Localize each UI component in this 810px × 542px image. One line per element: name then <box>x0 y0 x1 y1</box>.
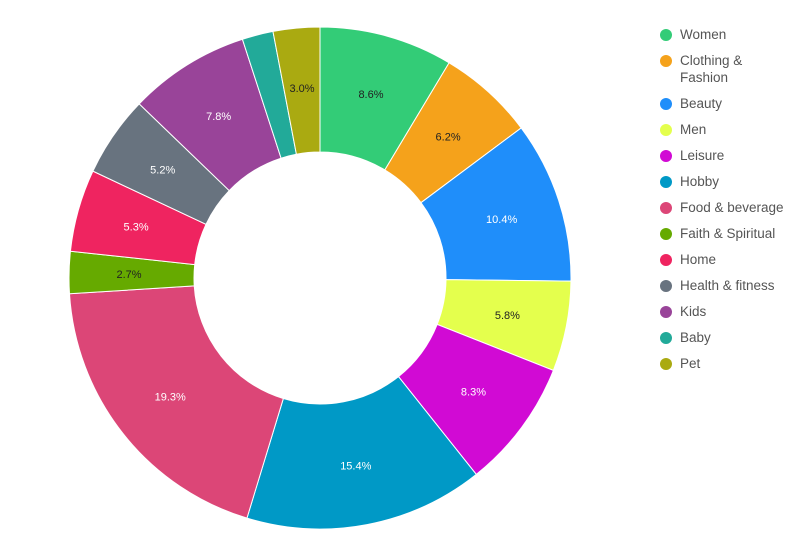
legend-swatch <box>660 332 672 344</box>
slice-data-label: 3.0% <box>289 83 314 95</box>
legend-label: Kids <box>680 304 707 319</box>
donut-chart: 8.6% 6.2% 10.4% 5.8% 8.3% 15.4% 19.3% 2.7% 5.3% 5… <box>68 26 572 530</box>
donut-slice-food-beverage[interactable] <box>68 285 284 519</box>
legend-label: Leisure <box>680 148 725 163</box>
legend-label: Food & beverage <box>680 200 784 215</box>
legend-item-pet[interactable]: Pet <box>660 355 805 372</box>
legend-label: Men <box>680 122 707 137</box>
donut-slice-pet[interactable] <box>272 26 321 155</box>
legend-item-beauty[interactable]: Beauty <box>660 95 805 112</box>
legend-swatch <box>660 306 672 318</box>
slice-data-label: 19.3% <box>155 391 186 403</box>
legend-label: Clothing & Fashion <box>680 53 743 85</box>
legend-label: Baby <box>680 330 711 345</box>
legend-item-faith-spiritual[interactable]: Faith & Spiritual <box>660 225 805 242</box>
slice-data-label: 5.2% <box>150 165 175 177</box>
legend-swatch <box>660 176 672 188</box>
slice-data-label: 15.4% <box>340 461 371 473</box>
legend-label: Home <box>680 252 717 267</box>
legend-label: Hobby <box>680 174 720 189</box>
slice-data-label: 7.8% <box>206 111 231 123</box>
legend-label: Women <box>680 27 727 42</box>
legend-swatch <box>660 55 672 67</box>
slice-data-label: 10.4% <box>486 214 517 226</box>
legend-item-men[interactable]: Men <box>660 121 805 138</box>
legend-item-baby[interactable]: Baby <box>660 329 805 346</box>
slice-data-label: 5.8% <box>495 310 520 322</box>
legend-item-women[interactable]: Women <box>660 26 805 43</box>
slice-data-label: 5.3% <box>124 221 149 233</box>
legend-swatch <box>660 358 672 370</box>
slice-data-label: 8.3% <box>461 387 486 399</box>
slice-data-label: 2.7% <box>117 269 142 281</box>
donut-slice-hobby[interactable] <box>246 375 478 530</box>
legend-label: Beauty <box>680 96 723 111</box>
legend-item-home[interactable]: Home <box>660 251 805 268</box>
legend-swatch <box>660 29 672 41</box>
legend-label: Faith & Spiritual <box>680 226 776 241</box>
chart-legend: Women Clothing & Fashion Beauty Men Leis… <box>660 26 805 381</box>
legend-swatch <box>660 202 672 214</box>
legend-item-food-beverage[interactable]: Food & beverage <box>660 199 805 216</box>
legend-swatch <box>660 98 672 110</box>
slice-data-label: 8.6% <box>358 89 383 101</box>
legend-label: Health & fitness <box>680 278 775 293</box>
slice-data-label: 6.2% <box>436 131 461 143</box>
legend-swatch <box>660 124 672 136</box>
legend-item-hobby[interactable]: Hobby <box>660 173 805 190</box>
legend-item-clothing-fashion[interactable]: Clothing & Fashion <box>660 52 805 86</box>
legend-item-health-fitness[interactable]: Health & fitness <box>660 277 805 294</box>
legend-swatch <box>660 228 672 240</box>
legend-swatch <box>660 280 672 292</box>
legend-swatch <box>660 254 672 266</box>
legend-swatch <box>660 150 672 162</box>
legend-label: Pet <box>680 356 701 371</box>
legend-item-leisure[interactable]: Leisure <box>660 147 805 164</box>
legend-item-kids[interactable]: Kids <box>660 303 805 320</box>
